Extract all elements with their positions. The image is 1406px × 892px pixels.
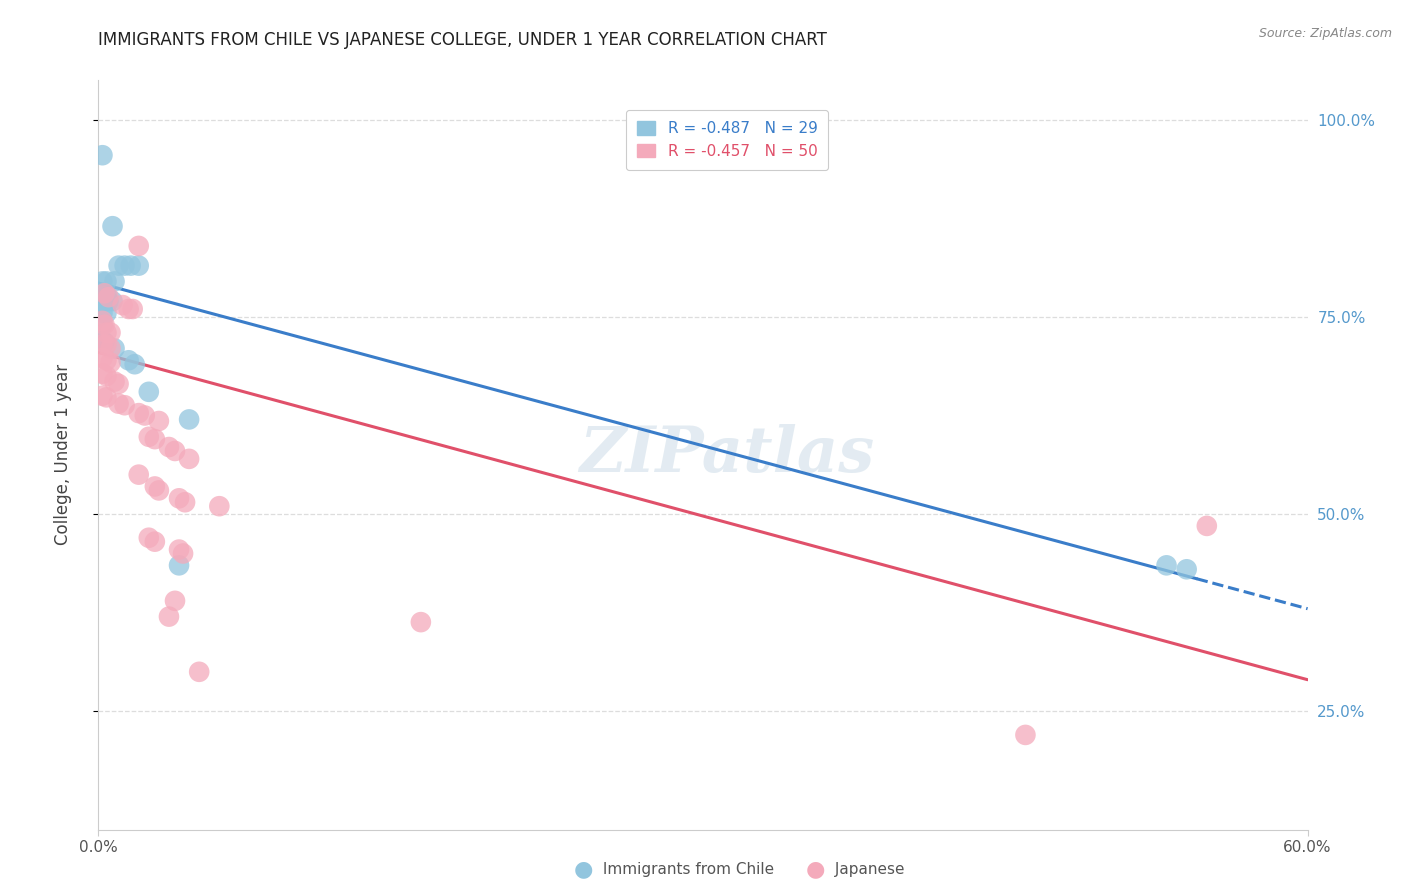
- Point: [134, 409, 156, 423]
- Point: [97, 294, 120, 309]
- Text: ZIPatlas: ZIPatlas: [579, 425, 875, 485]
- Point: [114, 259, 136, 273]
- Point: [1014, 728, 1036, 742]
- Point: [148, 483, 170, 498]
- Point: [103, 274, 125, 288]
- Point: [138, 531, 160, 545]
- Point: [91, 314, 114, 328]
- Point: [163, 444, 186, 458]
- Point: [93, 288, 115, 302]
- Point: [174, 495, 197, 509]
- Point: [128, 467, 150, 482]
- Point: [91, 306, 114, 320]
- Text: Japanese: Japanese: [830, 863, 904, 877]
- Point: [121, 301, 143, 316]
- Point: [91, 318, 114, 332]
- Point: [96, 337, 118, 351]
- Point: [93, 318, 115, 332]
- Point: [96, 326, 118, 340]
- Point: [148, 414, 170, 428]
- Point: [93, 335, 115, 350]
- Point: [179, 451, 201, 466]
- Point: [179, 412, 201, 426]
- Point: [100, 326, 122, 340]
- Point: [107, 259, 129, 273]
- Point: [118, 353, 141, 368]
- Point: [91, 389, 114, 403]
- Point: [91, 148, 114, 162]
- Point: [96, 353, 118, 368]
- Point: [167, 491, 190, 506]
- Point: [100, 342, 122, 356]
- Point: [93, 294, 115, 309]
- Point: [91, 367, 114, 381]
- Point: [157, 609, 180, 624]
- Point: [96, 390, 118, 404]
- Point: [1156, 558, 1178, 573]
- Point: [1195, 519, 1218, 533]
- Text: ●: ●: [806, 860, 825, 880]
- Point: [167, 542, 190, 557]
- Point: [107, 397, 129, 411]
- Point: [101, 219, 124, 234]
- Point: [143, 479, 166, 493]
- Point: [118, 301, 141, 316]
- Point: [128, 406, 150, 420]
- Point: [138, 384, 160, 399]
- Point: [103, 342, 125, 356]
- Text: Source: ZipAtlas.com: Source: ZipAtlas.com: [1258, 27, 1392, 40]
- Point: [409, 615, 432, 629]
- Point: [208, 499, 231, 513]
- Text: ●: ●: [574, 860, 593, 880]
- Point: [93, 286, 115, 301]
- Point: [111, 298, 134, 312]
- Point: [120, 259, 142, 273]
- Point: [96, 369, 118, 384]
- Point: [100, 356, 122, 370]
- Point: [143, 432, 166, 446]
- Point: [163, 594, 186, 608]
- Point: [101, 294, 124, 309]
- Point: [107, 376, 129, 391]
- Point: [103, 375, 125, 389]
- Point: [91, 337, 114, 351]
- Point: [172, 547, 194, 561]
- Point: [157, 440, 180, 454]
- Point: [124, 357, 146, 371]
- Text: Immigrants from Chile: Immigrants from Chile: [598, 863, 773, 877]
- Point: [96, 288, 118, 302]
- Point: [138, 430, 160, 444]
- Legend: R = -0.487   N = 29, R = -0.457   N = 50: R = -0.487 N = 29, R = -0.457 N = 50: [626, 111, 828, 169]
- Point: [96, 306, 118, 320]
- Point: [97, 290, 120, 304]
- Point: [143, 534, 166, 549]
- Point: [91, 334, 114, 348]
- Point: [167, 558, 190, 573]
- Point: [128, 259, 150, 273]
- Point: [128, 239, 150, 253]
- Point: [96, 274, 118, 288]
- Point: [91, 286, 114, 301]
- Point: [1175, 562, 1198, 576]
- Point: [91, 351, 114, 365]
- Text: IMMIGRANTS FROM CHILE VS JAPANESE COLLEGE, UNDER 1 YEAR CORRELATION CHART: IMMIGRANTS FROM CHILE VS JAPANESE COLLEG…: [98, 31, 827, 49]
- Y-axis label: College, Under 1 year: College, Under 1 year: [53, 364, 72, 546]
- Point: [91, 274, 114, 288]
- Point: [114, 398, 136, 412]
- Point: [188, 665, 211, 679]
